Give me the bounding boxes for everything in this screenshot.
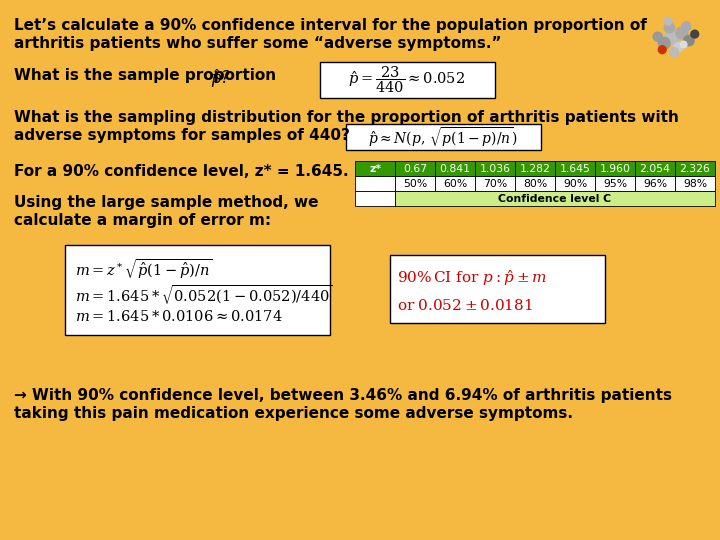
Text: Confidence level C: Confidence level C xyxy=(498,194,611,204)
Bar xyxy=(355,161,395,176)
Text: arthritis patients who suffer some “adverse symptoms.”: arthritis patients who suffer some “adve… xyxy=(14,36,502,51)
Text: 50%: 50% xyxy=(403,179,427,189)
Bar xyxy=(346,124,541,150)
Text: 98%: 98% xyxy=(683,179,707,189)
Bar xyxy=(395,191,715,206)
Circle shape xyxy=(664,22,675,33)
Circle shape xyxy=(682,22,691,31)
Text: For a 90% confidence level, z* = 1.645.: For a 90% confidence level, z* = 1.645. xyxy=(14,164,348,179)
Bar xyxy=(475,161,515,176)
Bar xyxy=(355,176,395,191)
Circle shape xyxy=(680,41,687,48)
Circle shape xyxy=(674,43,683,52)
Circle shape xyxy=(658,46,666,53)
Bar xyxy=(555,176,595,191)
Bar xyxy=(675,161,715,176)
Text: → With 90% confidence level, between 3.46% and 6.94% of arthritis patients: → With 90% confidence level, between 3.4… xyxy=(14,388,672,403)
Text: taking this pain medication experience some adverse symptoms.: taking this pain medication experience s… xyxy=(14,406,573,421)
Text: $m = 1.645 *\sqrt{0.052(1-0.052)/440}$: $m = 1.645 *\sqrt{0.052(1-0.052)/440}$ xyxy=(75,283,333,307)
Text: 1.960: 1.960 xyxy=(600,164,631,174)
Text: $\hat{p}$?: $\hat{p}$? xyxy=(210,68,231,90)
Circle shape xyxy=(676,27,688,39)
Text: 90%: 90% xyxy=(563,179,587,189)
Text: $\hat{p} \approx N(p,\,\sqrt{p(1-p)/n})$: $\hat{p} \approx N(p,\,\sqrt{p(1-p)/n})$ xyxy=(368,125,518,149)
Text: adverse symptoms for samples of 440?: adverse symptoms for samples of 440? xyxy=(14,128,350,143)
Circle shape xyxy=(691,30,698,38)
Text: 60%: 60% xyxy=(443,179,467,189)
Text: $\mathrm{or}\;0.052 \pm 0.0181$: $\mathrm{or}\;0.052 \pm 0.0181$ xyxy=(397,298,533,313)
Text: 2.054: 2.054 xyxy=(639,164,670,174)
Text: calculate a margin of error m:: calculate a margin of error m: xyxy=(14,213,271,228)
Text: 2.326: 2.326 xyxy=(680,164,711,174)
Bar xyxy=(320,62,495,98)
Text: z*: z* xyxy=(369,164,381,174)
Circle shape xyxy=(665,17,672,25)
Circle shape xyxy=(665,31,679,45)
Text: $\hat{p} = \dfrac{23}{440} \approx 0.052$: $\hat{p} = \dfrac{23}{440} \approx 0.052… xyxy=(348,65,466,95)
Text: What is the sampling distribution for the proportion of arthritis patients with: What is the sampling distribution for th… xyxy=(14,110,679,125)
Text: 96%: 96% xyxy=(643,179,667,189)
Text: 1.036: 1.036 xyxy=(480,164,510,174)
Bar xyxy=(435,176,475,191)
Circle shape xyxy=(670,48,678,57)
Bar xyxy=(555,161,595,176)
Text: $m = 1.645 * 0.0106 \approx 0.0174$: $m = 1.645 * 0.0106 \approx 0.0174$ xyxy=(75,309,283,324)
Text: 0.841: 0.841 xyxy=(439,164,470,174)
Text: Let’s calculate a 90% confidence interval for the population proportion of: Let’s calculate a 90% confidence interva… xyxy=(14,18,647,33)
Text: What is the sample proportion: What is the sample proportion xyxy=(14,68,287,83)
Bar xyxy=(395,176,435,191)
Text: 95%: 95% xyxy=(603,179,627,189)
Text: 1.282: 1.282 xyxy=(520,164,550,174)
Text: $90\%\,\mathrm{CI\ for}\ p: \hat{p} \pm m$: $90\%\,\mathrm{CI\ for}\ p: \hat{p} \pm … xyxy=(397,268,547,288)
Bar xyxy=(355,191,395,206)
Bar xyxy=(635,161,675,176)
Text: 0.67: 0.67 xyxy=(403,164,427,174)
Circle shape xyxy=(684,36,694,46)
Text: $m = z^*\sqrt{\hat{p}(1-\hat{p})/n}$: $m = z^*\sqrt{\hat{p}(1-\hat{p})/n}$ xyxy=(75,257,212,281)
Circle shape xyxy=(653,32,662,41)
Text: 70%: 70% xyxy=(483,179,507,189)
Bar xyxy=(65,245,330,335)
Circle shape xyxy=(658,37,670,49)
Bar xyxy=(595,176,635,191)
Bar xyxy=(515,176,555,191)
Text: Using the large sample method, we: Using the large sample method, we xyxy=(14,195,318,210)
Bar xyxy=(635,176,675,191)
Text: 80%: 80% xyxy=(523,179,547,189)
Bar xyxy=(435,161,475,176)
Bar xyxy=(595,161,635,176)
Bar xyxy=(475,176,515,191)
Bar xyxy=(675,176,715,191)
Bar xyxy=(515,161,555,176)
Bar xyxy=(390,255,605,323)
Text: 1.645: 1.645 xyxy=(559,164,590,174)
Bar xyxy=(395,161,435,176)
